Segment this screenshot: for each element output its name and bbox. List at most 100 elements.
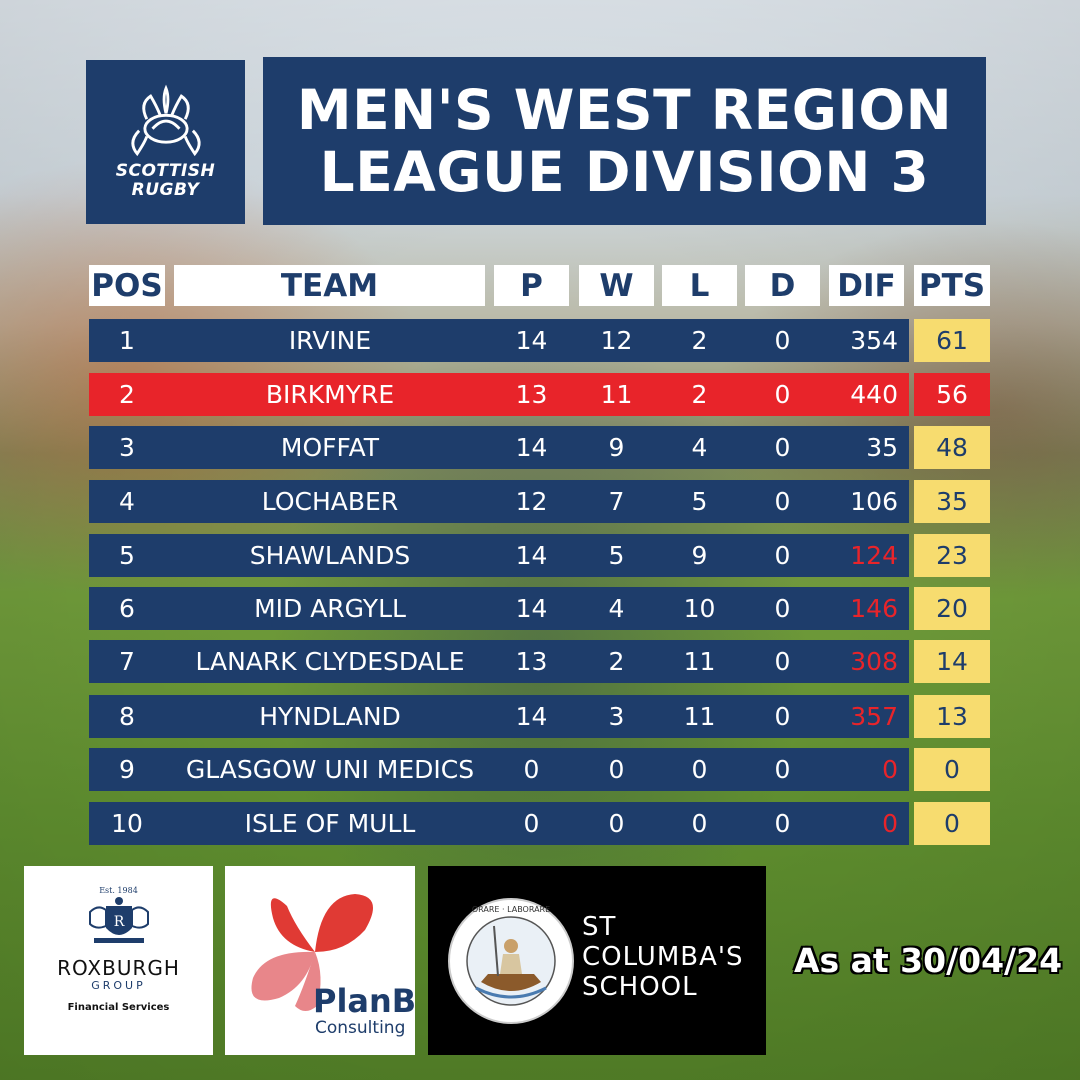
row-played: 13: [515, 647, 548, 676]
row-team: BIRKMYRE: [265, 380, 395, 409]
scottish-rugby-logo: SCOTTISH RUGBY: [86, 60, 245, 224]
table-row: 7 LANARK CLYDESDALE 13 2 11 0 308: [89, 640, 909, 683]
table-row: 3 MOFFAT 14 9 4 0 35: [89, 426, 909, 469]
row-points: 23: [914, 534, 990, 577]
header-w: W: [579, 265, 654, 306]
row-points: 0: [914, 748, 990, 791]
row-diff: 354: [850, 326, 898, 355]
row-team: HYNDLAND: [259, 702, 401, 731]
logo-text-line1: SCOTTISH: [115, 161, 216, 181]
row-won: 9: [608, 433, 625, 462]
row-points: 0: [914, 802, 990, 845]
row-points: 35: [914, 480, 990, 523]
row-lost: 5: [691, 487, 708, 516]
row-drawn: 0: [774, 541, 791, 570]
row-lost: 11: [683, 702, 716, 731]
row-played: 14: [515, 541, 548, 570]
title-line-2: LEAGUE DIVISION 3: [319, 140, 930, 204]
school-name-line2: COLUMBA'S: [582, 942, 744, 972]
school-name: ST COLUMBA'S SCHOOL: [582, 912, 744, 1002]
row-diff-negative: 146: [850, 594, 898, 623]
row-played: 12: [515, 487, 548, 516]
row-pos: 4: [119, 487, 135, 516]
row-drawn: 0: [774, 326, 791, 355]
row-team: GLASGOW UNI MEDICS: [185, 755, 475, 784]
table-row: 9 GLASGOW UNI MEDICS 0 0 0 0 0: [89, 748, 909, 791]
school-name-line1: ST: [582, 912, 617, 942]
row-points: 61: [914, 319, 990, 362]
roxburgh-name: ROXBURGH: [57, 956, 180, 980]
header-team: TEAM: [174, 265, 485, 306]
row-pos: 1: [119, 326, 135, 355]
row-drawn: 0: [774, 809, 791, 838]
row-diff-negative: 0: [882, 809, 898, 838]
table-row: 5 SHAWLANDS 14 5 9 0 124: [89, 534, 909, 577]
table-row: 10 ISLE OF MULL 0 0 0 0 0: [89, 802, 909, 845]
row-won: 3: [608, 702, 625, 731]
row-lost: 0: [691, 755, 708, 784]
st-columbas-sponsor-logo: ORARE · LABORARE ST COLUMBA'S SCHOOL: [428, 866, 766, 1055]
table-row: 1 IRVINE 14 12 2 0 354: [89, 319, 909, 362]
row-team: MID ARGYLL: [254, 594, 406, 623]
school-seal-icon: ORARE · LABORARE: [448, 898, 574, 1024]
row-won: 11: [600, 380, 633, 409]
roxburgh-est: Est. 1984: [99, 886, 138, 895]
row-won: 0: [608, 755, 625, 784]
row-team: SHAWLANDS: [249, 541, 411, 570]
title-line-1: MEN'S WEST REGION: [296, 78, 953, 142]
row-points: 13: [914, 695, 990, 738]
crest-icon: R: [89, 897, 149, 943]
row-team: IRVINE: [288, 326, 372, 355]
roxburgh-tagline: Financial Services: [67, 1002, 170, 1013]
row-diff-negative: 357: [850, 702, 898, 731]
header-l: L: [662, 265, 737, 306]
row-team: LOCHABER: [261, 487, 399, 516]
title-banner: MEN'S WEST REGION LEAGUE DIVISION 3: [263, 57, 986, 225]
row-won: 12: [600, 326, 633, 355]
row-diff-negative: 0: [882, 755, 898, 784]
row-diff-negative: 124: [850, 541, 898, 570]
table-row: 4 LOCHABER 12 7 5 0 106: [89, 480, 909, 523]
row-diff: 440: [850, 380, 898, 409]
row-lost: 0: [691, 809, 708, 838]
row-diff: 35: [866, 433, 898, 462]
row-team: ISLE OF MULL: [244, 809, 416, 838]
svg-text:R: R: [114, 914, 125, 930]
roxburgh-group: GROUP: [91, 979, 146, 992]
row-played: 14: [515, 702, 548, 731]
row-points: 14: [914, 640, 990, 683]
logo-text-line2: RUGBY: [131, 180, 200, 200]
header-d: D: [745, 265, 820, 306]
row-drawn: 0: [774, 487, 791, 516]
row-drawn: 0: [774, 594, 791, 623]
table-row: 6 MID ARGYLL 14 4 10 0 146: [89, 587, 909, 630]
row-team: LANARK CLYDESDALE: [195, 647, 465, 676]
row-won: 4: [608, 594, 625, 623]
row-won: 0: [608, 809, 625, 838]
planb-sub: Consulting: [315, 1018, 406, 1038]
row-lost: 11: [683, 647, 716, 676]
header-pts: PTS: [914, 265, 990, 306]
row-drawn: 0: [774, 647, 791, 676]
roxburgh-sponsor-logo: Est. 1984 R ROXBURGH GROUP Financial Ser…: [24, 866, 213, 1055]
butterfly-icon: [251, 894, 373, 1011]
row-played: 0: [523, 755, 540, 784]
row-pos: 3: [119, 433, 135, 462]
row-won: 5: [608, 541, 625, 570]
row-pos: 10: [111, 809, 143, 838]
row-played: 0: [523, 809, 540, 838]
row-lost: 4: [691, 433, 708, 462]
row-drawn: 0: [774, 433, 791, 462]
row-pos: 5: [119, 541, 135, 570]
row-diff-negative: 308: [850, 647, 898, 676]
row-points: 20: [914, 587, 990, 630]
school-name-line3: SCHOOL: [582, 972, 698, 1002]
row-pos: 6: [119, 594, 135, 623]
seal-text: ORARE · LABORARE: [472, 905, 550, 914]
row-drawn: 0: [774, 380, 791, 409]
row-played: 14: [515, 594, 548, 623]
row-lost: 9: [691, 541, 708, 570]
row-diff: 106: [850, 487, 898, 516]
thistle-icon: [130, 84, 201, 157]
row-pos: 2: [119, 380, 135, 409]
